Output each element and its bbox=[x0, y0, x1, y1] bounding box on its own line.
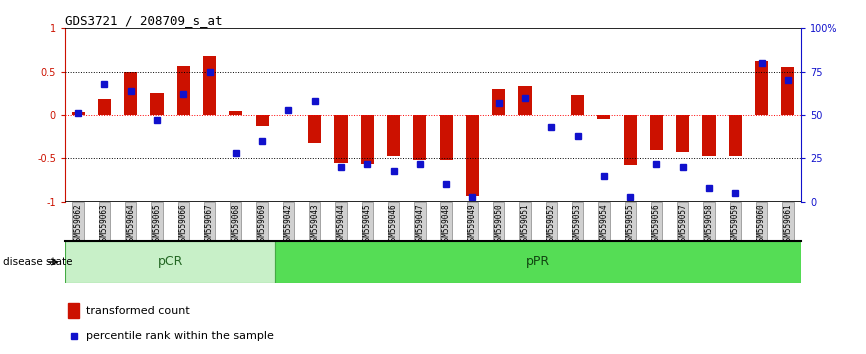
Bar bbox=[492, 89, 505, 115]
Bar bbox=[702, 115, 715, 156]
Bar bbox=[308, 115, 321, 143]
Bar bbox=[755, 61, 768, 115]
Bar bbox=[72, 113, 85, 115]
Text: transformed count: transformed count bbox=[86, 306, 190, 316]
Bar bbox=[729, 115, 742, 156]
Text: disease state: disease state bbox=[3, 257, 72, 267]
Text: percentile rank within the sample: percentile rank within the sample bbox=[86, 331, 274, 341]
Bar bbox=[519, 86, 532, 115]
Bar bbox=[624, 115, 637, 165]
Bar bbox=[361, 115, 374, 165]
Text: pPR: pPR bbox=[526, 256, 550, 268]
Bar bbox=[781, 67, 794, 115]
Text: GDS3721 / 208709_s_at: GDS3721 / 208709_s_at bbox=[65, 14, 223, 27]
Bar bbox=[571, 95, 585, 115]
Bar bbox=[275, 241, 801, 283]
Bar bbox=[151, 93, 164, 115]
Bar bbox=[466, 115, 479, 196]
Bar bbox=[413, 115, 426, 160]
Bar bbox=[203, 56, 216, 115]
Bar bbox=[65, 241, 275, 283]
Bar bbox=[68, 303, 79, 318]
Bar bbox=[229, 111, 242, 115]
Bar bbox=[255, 115, 268, 126]
Bar bbox=[598, 115, 611, 119]
Bar bbox=[334, 115, 347, 163]
Bar bbox=[98, 99, 111, 115]
Bar bbox=[440, 115, 453, 160]
Bar bbox=[177, 65, 190, 115]
Bar bbox=[676, 115, 689, 152]
Bar bbox=[124, 72, 137, 115]
Bar bbox=[387, 115, 400, 156]
Text: pCR: pCR bbox=[158, 256, 183, 268]
Bar bbox=[650, 115, 663, 150]
